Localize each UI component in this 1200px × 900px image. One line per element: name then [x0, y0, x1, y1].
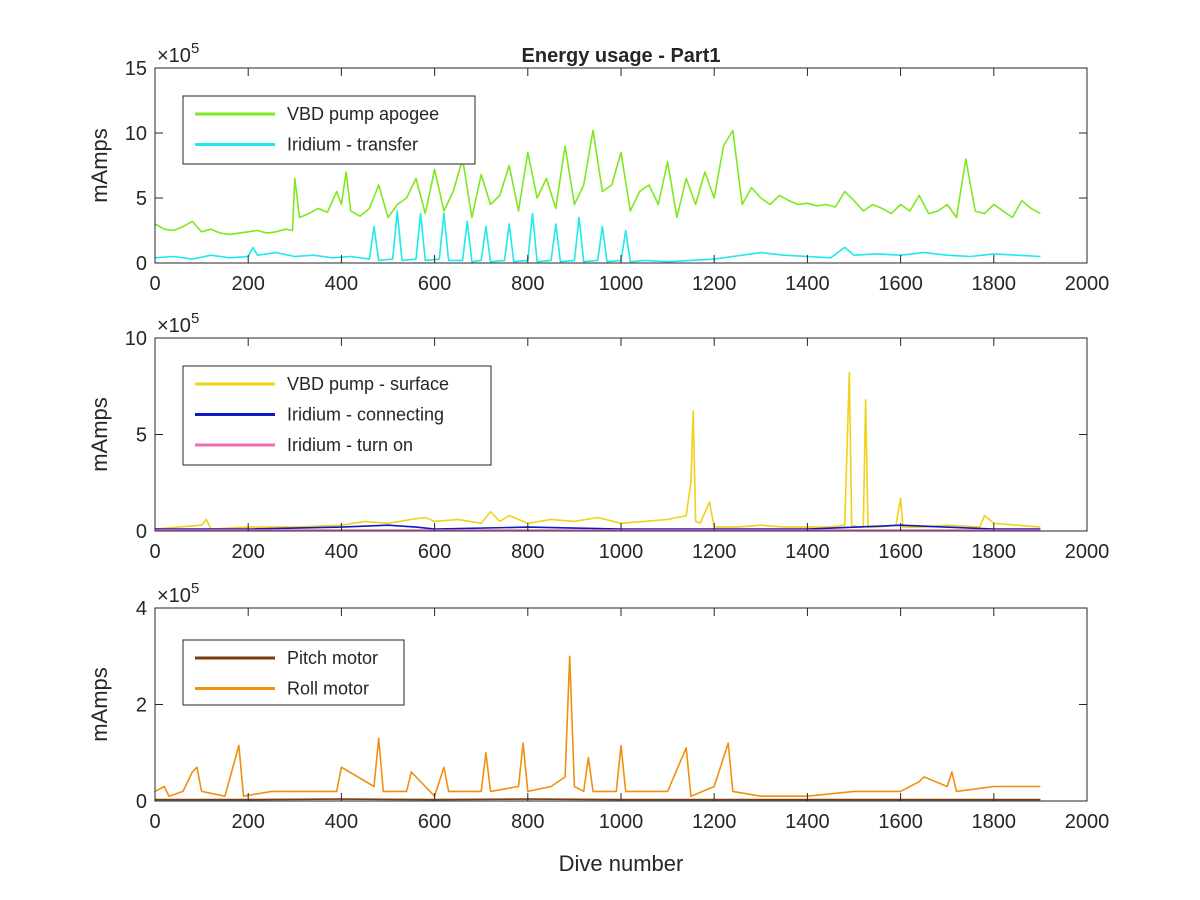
x-tick-label: 800	[511, 811, 544, 833]
x-tick-label: 1800	[972, 811, 1017, 833]
series-line-1	[155, 798, 1041, 801]
legend-box	[182, 95, 476, 165]
x-tick-label: 200	[232, 541, 265, 563]
x-tick-label: 1400	[785, 811, 830, 833]
legend-entry: Roll motor	[287, 679, 369, 699]
x-tick-label: 1000	[599, 273, 644, 295]
y-multiplier-label: ×105	[157, 310, 199, 337]
legend: Pitch motor Roll motor	[182, 639, 405, 706]
y-multiplier-label: ×105	[157, 40, 199, 67]
y-tick-label: 10	[125, 328, 147, 350]
y-tick-label: 0	[136, 791, 147, 813]
x-tick-label: 1200	[692, 811, 737, 833]
y-tick-label: 4	[136, 598, 147, 620]
y-multiplier-exponent: 5	[191, 40, 199, 57]
legend-entry: Pitch motor	[287, 648, 378, 668]
x-tick-label: 0	[149, 541, 160, 563]
x-tick-label: 2000	[1065, 811, 1110, 833]
x-tick-label: 0	[149, 273, 160, 295]
subplot-3: 0 200 400 600 800 1000 1200 1400 1600 1800 2000 0 2 4…	[87, 580, 1109, 876]
x-tick-label: 2000	[1065, 541, 1110, 563]
legend-entry: Iridium - connecting	[287, 405, 444, 425]
x-tick-label: 1400	[785, 541, 830, 563]
y-multiplier-exponent: 5	[191, 310, 199, 327]
x-tick-label: 1200	[692, 541, 737, 563]
x-tick-label: 1400	[785, 273, 830, 295]
x-tick-label: 400	[325, 273, 358, 295]
x-tick-label: 1600	[878, 541, 923, 563]
y-tick-label: 10	[125, 123, 147, 145]
y-multiplier-base: ×10	[157, 315, 191, 337]
legend-entry: Iridium - turn on	[287, 435, 413, 455]
series-line-1	[154, 129, 1041, 236]
subplot-1: 0 200 400 600 800 1000 1200 1400 1600 1800 2000 0 5 1…	[87, 40, 1109, 295]
y-axis-label: mAmps	[87, 397, 112, 472]
x-tick-label: 600	[418, 811, 451, 833]
series-line-2	[154, 210, 1041, 263]
legend: VBD pump - surface Iridium - connecting Ir…	[182, 365, 492, 466]
x-tick-label: 1600	[878, 273, 923, 295]
y-multiplier-exponent: 5	[191, 580, 199, 597]
x-tick-label: 800	[511, 273, 544, 295]
x-tick-label: 400	[325, 811, 358, 833]
legend-entry: Iridium - transfer	[287, 135, 418, 155]
y-axis-label: mAmps	[87, 128, 112, 203]
y-tick-label: 2	[136, 695, 147, 717]
legend-entry: VBD pump - surface	[287, 374, 449, 394]
legend-box	[182, 639, 405, 706]
x-tick-label: 2000	[1065, 273, 1110, 295]
y-multiplier-label: ×105	[157, 580, 199, 607]
x-tick-label: 1000	[599, 541, 644, 563]
x-tick-label: 1000	[599, 811, 644, 833]
y-multiplier-base: ×10	[157, 45, 191, 67]
subplot-2: 0 200 400 600 800 1000 1200 1400 1600 1800 2000 0 5 1…	[87, 310, 1109, 563]
x-tick-label: 1200	[692, 273, 737, 295]
y-tick-label: 15	[125, 58, 147, 80]
x-tick-label: 200	[232, 273, 265, 295]
series-line-2	[155, 524, 1041, 530]
legend: VBD pump apogee Iridium - transfer	[182, 95, 476, 165]
x-tick-label: 400	[325, 541, 358, 563]
y-tick-label: 5	[136, 188, 147, 210]
y-multiplier-base: ×10	[157, 585, 191, 607]
y-tick-label: 5	[136, 425, 147, 447]
x-tick-label: 200	[232, 811, 265, 833]
x-tick-label: 600	[418, 273, 451, 295]
x-tick-label: 1800	[972, 541, 1017, 563]
x-tick-label: 800	[511, 541, 544, 563]
y-tick-label: 0	[136, 521, 147, 543]
x-tick-label: 600	[418, 541, 451, 563]
x-tick-label: 0	[149, 811, 160, 833]
chart-title: Energy usage - Part1	[522, 45, 721, 67]
legend-entry: VBD pump apogee	[287, 104, 439, 124]
x-axis-label: Dive number	[559, 851, 684, 876]
x-tick-label: 1600	[878, 811, 923, 833]
y-tick-label: 0	[136, 253, 147, 275]
y-axis-label: mAmps	[87, 667, 112, 742]
x-tick-label: 1800	[972, 273, 1017, 295]
